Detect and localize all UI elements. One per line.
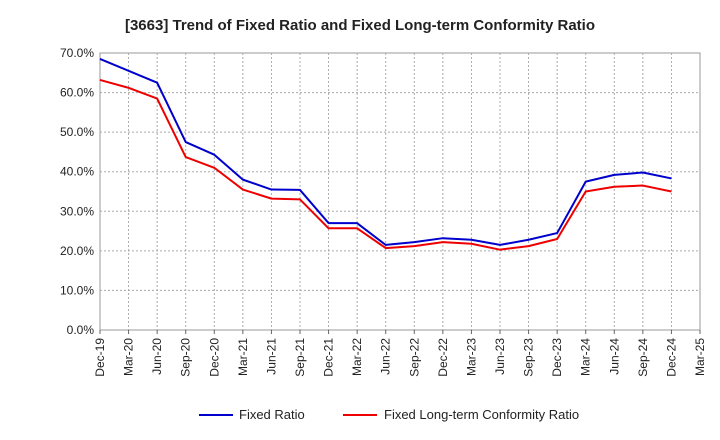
- x-tick-label: Dec-20: [207, 338, 221, 377]
- y-tick-label: 60.0%: [60, 86, 94, 100]
- legend-item-fixed-long-term-conformity-ratio: Fixed Long-term Conformity Ratio: [343, 407, 579, 422]
- x-axis-ticks: Dec-19 Mar-20 Jun-20 Sep-20 Dec-20 Mar-21 Jun-…: [93, 330, 707, 377]
- y-tick-label: 10.0%: [60, 283, 94, 297]
- x-tick-label: Sep-23: [522, 338, 536, 377]
- x-tick-label: Mar-24: [579, 338, 593, 376]
- x-tick-label: Mar-20: [122, 338, 136, 376]
- x-tick-label: Sep-20: [179, 338, 193, 377]
- legend-label-fixed-long-term-conformity-ratio: Fixed Long-term Conformity Ratio: [384, 407, 579, 422]
- x-tick-label: Jun-22: [379, 338, 393, 375]
- x-tick-label: Jun-23: [493, 338, 507, 375]
- x-tick-label: Mar-23: [464, 338, 478, 376]
- x-tick-label: Dec-23: [550, 338, 564, 377]
- y-gridlines: [100, 92, 700, 291]
- x-tick-label: Mar-21: [236, 338, 250, 376]
- x-tick-label: Jun-20: [150, 338, 164, 375]
- x-tick-label: Mar-25: [693, 338, 707, 376]
- y-tick-label: 0.0%: [67, 323, 95, 337]
- x-tick-label: Dec-21: [322, 338, 336, 377]
- x-tick-label: Dec-19: [93, 338, 107, 377]
- legend: Fixed Ratio Fixed Long-term Conformity R…: [199, 407, 579, 422]
- x-tick-label: Sep-22: [407, 338, 421, 377]
- y-tick-label: 70.0%: [60, 46, 94, 60]
- x-tick-label: Dec-22: [436, 338, 450, 377]
- x-tick-label: Sep-24: [636, 338, 650, 377]
- series-line-fixed-ratio: [99, 58, 672, 246]
- x-tick-label: Dec-24: [664, 338, 678, 377]
- plot-background: [99, 52, 701, 331]
- legend-label-fixed-ratio: Fixed Ratio: [239, 407, 305, 422]
- chart-title: [3663] Trend of Fixed Ratio and Fixed Lo…: [125, 17, 595, 34]
- y-tick-label: 30.0%: [60, 204, 94, 218]
- series-line-fixed-long-term-conformity-ratio: [99, 78, 672, 251]
- series-lines: [99, 58, 672, 251]
- x-tick-label: Sep-21: [293, 338, 307, 377]
- y-tick-label: 20.0%: [60, 244, 94, 258]
- x-tick-label: Mar-22: [350, 338, 364, 376]
- plot-area: 0.0%10.0%20.0%30.0%40.0%50.0%60.0%70.0% …: [60, 46, 707, 377]
- y-axis-ticks: 0.0% 10.0% 20.0% 30.0% 40.0% 50.0% 60.0% 70.0%: [60, 46, 94, 337]
- legend-item-fixed-ratio: Fixed Ratio: [199, 407, 305, 422]
- y-tick-label: 50.0%: [60, 125, 94, 139]
- y-tick-label: 40.0%: [60, 165, 94, 179]
- x-tick-label: Jun-21: [264, 338, 278, 375]
- x-tick-label: Jun-24: [607, 338, 621, 375]
